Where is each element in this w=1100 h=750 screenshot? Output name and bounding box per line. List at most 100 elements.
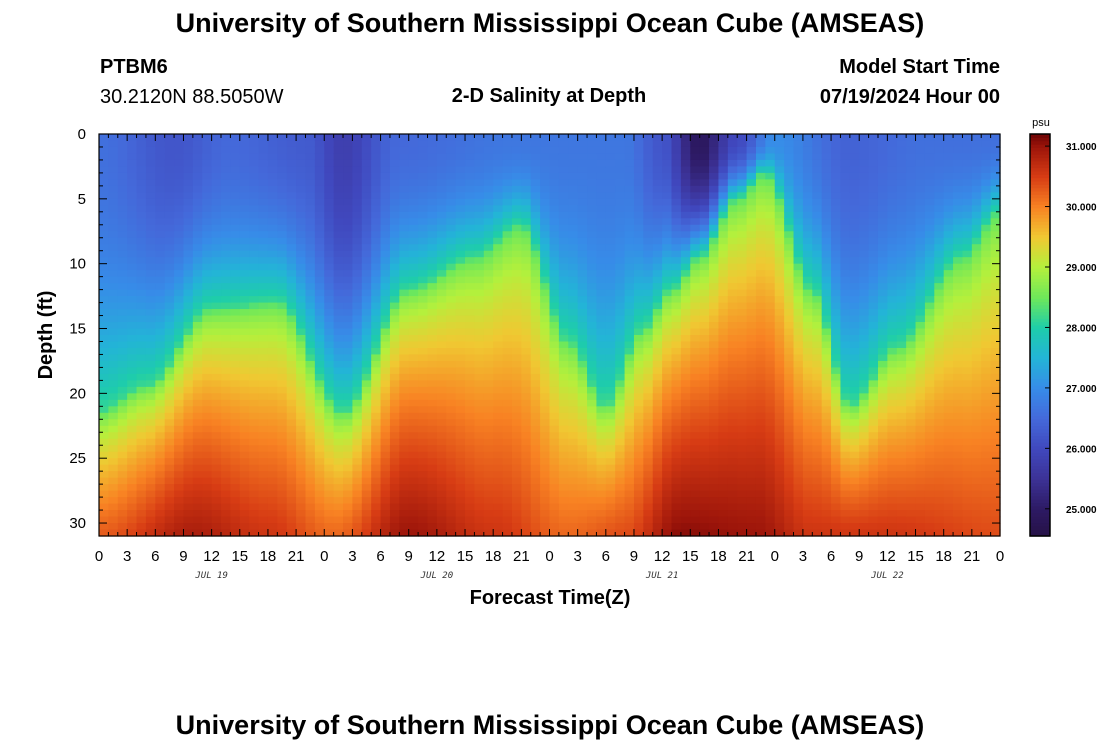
heatmap-cell bbox=[502, 341, 513, 349]
heatmap-cell bbox=[211, 341, 222, 349]
heatmap-cell bbox=[624, 296, 635, 304]
heatmap-cell bbox=[352, 237, 363, 245]
heatmap-cell bbox=[774, 335, 785, 343]
heatmap-cell bbox=[774, 309, 785, 317]
heatmap-cell bbox=[699, 257, 710, 265]
heatmap-cell bbox=[427, 347, 438, 356]
heatmap-cell bbox=[389, 432, 400, 440]
heatmap-cell bbox=[558, 315, 569, 323]
heatmap-cell bbox=[408, 419, 419, 427]
heatmap-cell bbox=[465, 153, 476, 161]
heatmap-cell bbox=[840, 205, 851, 213]
heatmap-cell bbox=[502, 497, 513, 505]
heatmap-cell bbox=[474, 172, 485, 180]
heatmap-cell bbox=[540, 309, 551, 317]
heatmap-cell bbox=[221, 510, 231, 518]
heatmap-cell bbox=[812, 477, 823, 485]
heatmap-cell bbox=[605, 438, 616, 446]
heatmap-cell bbox=[540, 140, 551, 148]
heatmap-cell bbox=[418, 263, 429, 271]
heatmap-cell bbox=[446, 153, 457, 161]
heatmap-cell bbox=[587, 425, 598, 433]
heatmap-cell bbox=[671, 309, 682, 317]
heatmap-cell bbox=[221, 438, 231, 446]
heatmap-cell bbox=[727, 211, 738, 219]
heatmap-cell bbox=[802, 393, 813, 401]
heatmap-cell bbox=[530, 276, 541, 284]
heatmap-cell bbox=[183, 464, 194, 472]
heatmap-cell bbox=[465, 367, 476, 375]
heatmap-cell bbox=[802, 205, 813, 213]
heatmap-cell bbox=[540, 529, 551, 537]
heatmap-cell bbox=[831, 490, 842, 498]
heatmap-cell bbox=[324, 276, 335, 284]
heatmap-cell bbox=[145, 211, 156, 219]
heatmap-cell bbox=[155, 283, 166, 291]
heatmap-cell bbox=[174, 360, 185, 369]
heatmap-cell bbox=[136, 458, 147, 466]
heatmap-cell bbox=[493, 231, 504, 239]
heatmap-cell bbox=[371, 237, 382, 245]
heatmap-cell bbox=[221, 283, 231, 291]
heatmap-cell bbox=[511, 224, 522, 232]
heatmap-cell bbox=[314, 360, 325, 369]
heatmap-cell bbox=[765, 432, 776, 440]
heatmap-cell bbox=[530, 380, 541, 388]
heatmap-cell bbox=[192, 322, 203, 330]
heatmap-cell bbox=[164, 153, 175, 161]
heatmap-cell bbox=[774, 198, 785, 206]
heatmap-cell bbox=[605, 386, 616, 394]
heatmap-cell bbox=[277, 354, 288, 362]
heatmap-cell bbox=[652, 373, 663, 381]
heatmap-cell bbox=[155, 296, 166, 304]
heatmap-cell bbox=[671, 211, 682, 219]
heatmap-cell bbox=[136, 257, 147, 265]
heatmap-cell bbox=[427, 140, 438, 148]
heatmap-cell bbox=[446, 192, 457, 200]
heatmap-cell bbox=[690, 224, 701, 232]
heatmap-cell bbox=[267, 185, 278, 193]
heatmap-cell bbox=[418, 250, 429, 258]
heatmap-cell bbox=[511, 315, 522, 323]
heatmap-cell bbox=[540, 490, 551, 498]
heatmap-cell bbox=[821, 192, 832, 200]
heatmap-cell bbox=[136, 412, 147, 420]
heatmap-cell bbox=[436, 335, 447, 343]
heatmap-cell bbox=[643, 185, 654, 193]
heatmap-cell bbox=[183, 367, 194, 375]
heatmap-cell bbox=[511, 179, 522, 187]
heatmap-cell bbox=[812, 309, 823, 317]
heatmap-cell bbox=[117, 276, 128, 284]
heatmap-cell bbox=[155, 328, 166, 336]
heatmap-cell bbox=[812, 185, 823, 193]
heatmap-cell bbox=[821, 458, 832, 466]
heatmap-cell bbox=[164, 270, 175, 278]
heatmap-cell bbox=[324, 335, 335, 343]
heatmap-cell bbox=[577, 529, 588, 537]
heatmap-cell bbox=[136, 399, 147, 407]
heatmap-cell bbox=[296, 335, 307, 343]
heatmap-cell bbox=[793, 231, 804, 239]
heatmap-cell bbox=[277, 153, 288, 161]
heatmap-cell bbox=[352, 354, 363, 362]
heatmap-cell bbox=[680, 335, 691, 343]
heatmap-cell bbox=[690, 276, 701, 284]
heatmap-cell bbox=[277, 477, 288, 485]
heatmap-cell bbox=[324, 367, 335, 375]
heatmap-cell bbox=[202, 296, 213, 304]
heatmap-cell bbox=[718, 322, 729, 330]
heatmap-cell bbox=[831, 399, 842, 407]
heatmap-cell bbox=[183, 276, 194, 284]
heatmap-cell bbox=[277, 432, 288, 440]
heatmap-cell bbox=[493, 328, 504, 336]
heatmap-cell bbox=[727, 354, 738, 362]
heatmap-cell bbox=[258, 134, 269, 142]
heatmap-cell bbox=[521, 302, 532, 310]
heatmap-cell bbox=[784, 198, 795, 206]
heatmap-cell bbox=[155, 335, 166, 343]
heatmap-cell bbox=[718, 445, 729, 453]
heatmap-cell bbox=[436, 185, 447, 193]
heatmap-cell bbox=[709, 503, 720, 511]
heatmap-cell bbox=[812, 458, 823, 466]
heatmap-cell bbox=[540, 302, 551, 310]
